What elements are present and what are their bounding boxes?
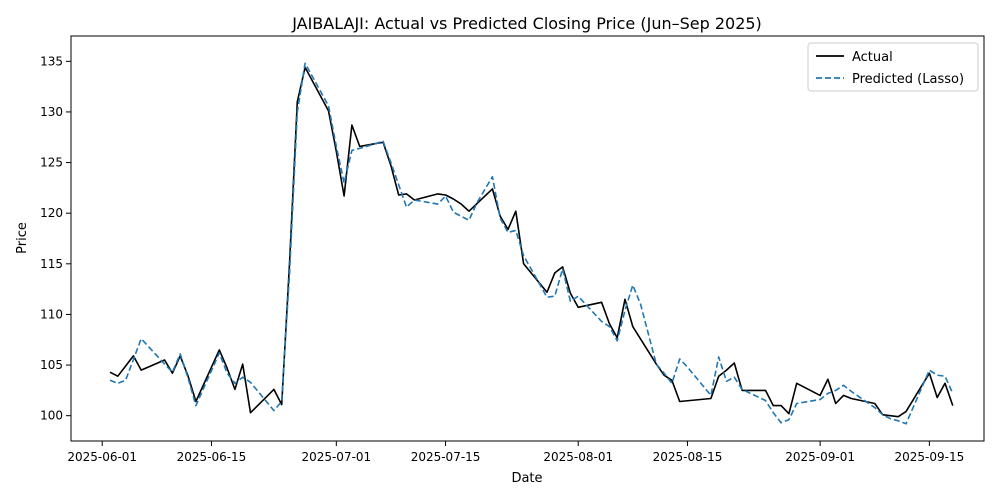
legend-label-actual: Actual [852, 50, 893, 65]
chart-title: JAIBALAJI: Actual vs Predicted Closing P… [291, 14, 762, 33]
legend-label-predicted: Predicted (Lasso) [852, 72, 964, 87]
legend: Actual Predicted (Lasso) [807, 42, 979, 92]
plot-frame [70, 35, 985, 442]
series-line-predicted [109, 62, 954, 425]
y-tick-label: 105 [40, 358, 63, 372]
y-tick-label: 100 [40, 409, 63, 423]
y-tick-label: 120 [40, 206, 63, 220]
x-tick-label: 2025-09-01 [785, 450, 855, 464]
x-tick-label: 2025-06-01 [67, 450, 137, 464]
x-tick-label: 2025-07-01 [301, 450, 371, 464]
y-tick-label: 115 [40, 257, 63, 271]
x-tick-label: 2025-09-15 [895, 450, 965, 464]
x-axis: 2025-06-01 2025-06-15 2025-07-01 2025-07-15… [67, 441, 964, 464]
plot-area [109, 62, 954, 425]
x-tick-label: 2025-07-15 [411, 450, 481, 464]
y-axis: 100 105 110 115 120 125 130 135 [40, 54, 71, 423]
y-axis-label: Price [15, 222, 30, 254]
y-tick-label: 130 [40, 105, 63, 119]
y-tick-label: 110 [40, 307, 63, 321]
x-tick-label: 2025-06-15 [177, 450, 247, 464]
x-axis-label: Date [511, 471, 542, 486]
x-tick-label: 2025-08-15 [653, 450, 723, 464]
x-tick-label: 2025-08-01 [543, 450, 613, 464]
y-tick-label: 135 [40, 54, 63, 68]
legend-box [807, 42, 979, 92]
y-tick-label: 125 [40, 156, 63, 170]
series-line-actual [109, 66, 954, 418]
